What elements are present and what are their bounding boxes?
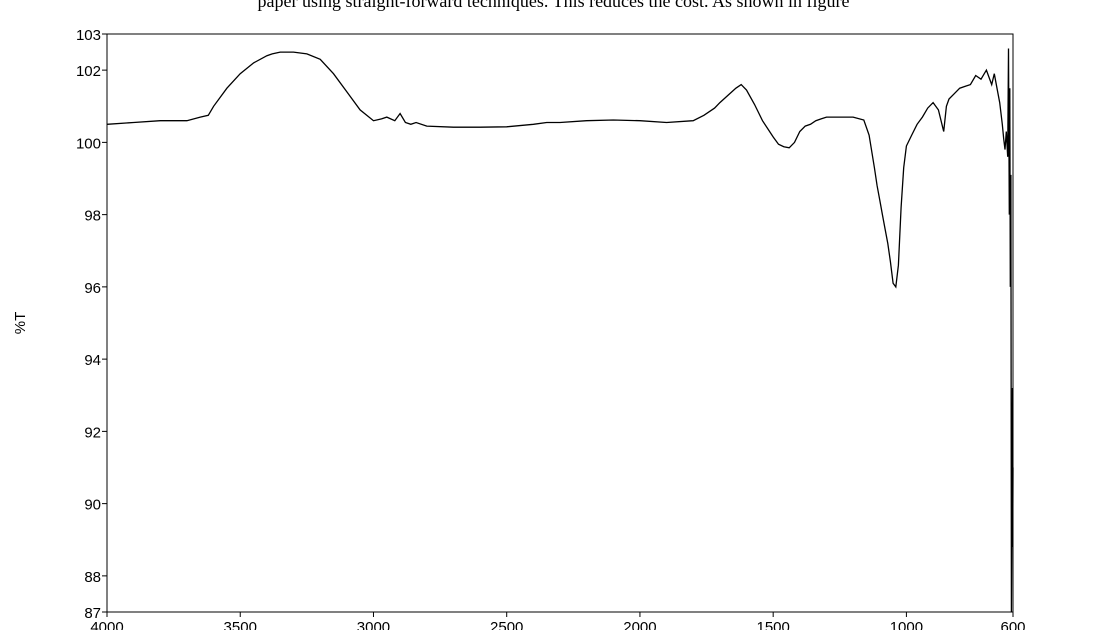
x-tick-label: 1000 bbox=[890, 619, 923, 630]
y-tick-label: 87 bbox=[84, 605, 101, 622]
x-tick-label: 2500 bbox=[490, 619, 523, 630]
y-tick-label: 90 bbox=[84, 497, 101, 514]
y-tick-label: 102 bbox=[76, 63, 101, 80]
x-tick-label: 600 bbox=[1000, 619, 1025, 630]
y-tick-label: 98 bbox=[84, 208, 101, 225]
x-axis: 4000 3500 3000 2500 2000 1500 1000 600 bbox=[90, 612, 1026, 630]
y-axis: 87 88 90 92 94 96 98 100 102 103 bbox=[76, 27, 107, 622]
plot-frame bbox=[106, 33, 1014, 613]
y-tick-label: 94 bbox=[84, 352, 101, 369]
y-axis-label: %T bbox=[12, 312, 29, 335]
x-tick-label: 3500 bbox=[224, 619, 257, 630]
x-tick-label: 1500 bbox=[756, 619, 789, 630]
caption-text-fragment: paper using straight-forward techniques.… bbox=[257, 0, 850, 11]
x-tick-label: 4000 bbox=[90, 619, 123, 630]
y-tick-label: 96 bbox=[84, 280, 101, 297]
y-tick-label: 100 bbox=[76, 135, 101, 152]
x-tick-label: 3000 bbox=[357, 619, 390, 630]
y-tick-label: 92 bbox=[84, 424, 101, 441]
x-tick-label: 2000 bbox=[623, 619, 656, 630]
y-tick-label: 103 bbox=[76, 27, 101, 44]
y-tick-label: 88 bbox=[84, 569, 101, 586]
transmittance-line bbox=[106, 48, 1014, 613]
